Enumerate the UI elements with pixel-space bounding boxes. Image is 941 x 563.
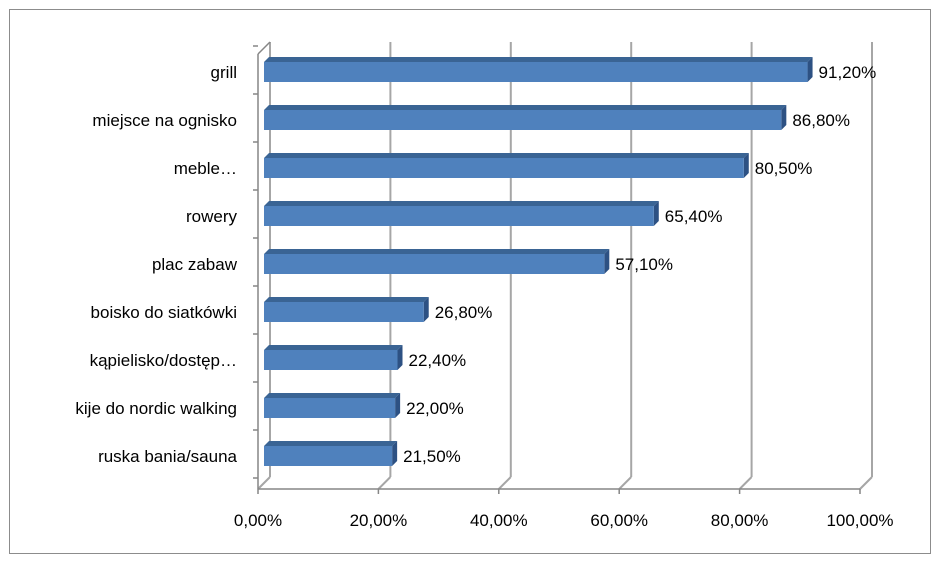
bar-top [264,249,610,254]
gridline-floor [738,476,753,490]
bar [264,350,398,370]
gridline-floor [859,476,873,490]
category-label: grill [211,63,237,82]
gridline-floor [377,476,392,490]
category-label: miejsce na ognisko [92,111,237,130]
bar-side [423,297,429,322]
data-label: 22,40% [409,351,467,370]
bar [264,206,654,226]
x-tick-label: 20,00% [350,511,408,530]
bar [264,302,424,322]
data-label: 57,10% [615,255,673,274]
category-label: plac zabaw [152,255,238,274]
bar-top [264,393,401,398]
bar-top [264,57,813,62]
bar-top [264,201,659,206]
data-label: 26,80% [435,303,493,322]
data-label: 22,00% [406,399,464,418]
category-label: kije do nordic walking [75,399,237,418]
bar [264,158,744,178]
bar-top [264,153,749,158]
data-label: 91,20% [819,63,877,82]
category-label: rowery [186,207,238,226]
y-axis-top [257,41,271,55]
category-label: meble… [174,159,237,178]
data-label: 80,50% [755,159,813,178]
bar-side [781,105,787,130]
category-label: boisko do siatkówki [91,303,237,322]
bar-side [395,393,401,418]
data-label: 65,40% [665,207,723,226]
bar-side [807,57,813,82]
x-tick-label: 60,00% [590,511,648,530]
gridline-floor [257,476,271,490]
x-tick-label: 80,00% [711,511,769,530]
bar-side [604,249,610,274]
bar [264,398,396,418]
bar-top [264,441,398,446]
bar-side [743,153,749,178]
chart-frame [9,9,931,554]
data-label: 21,50% [403,447,461,466]
bar-top [264,345,403,350]
category-label: kąpielisko/dostęp… [90,351,237,370]
x-tick-label: 40,00% [470,511,528,530]
x-tick-label: 0,00% [234,511,282,530]
gridline-floor [618,476,632,490]
bar [264,62,808,82]
bar-top [264,105,787,110]
bar-top [264,297,429,302]
x-tick-label: 100,00% [826,511,893,530]
bar [264,110,782,130]
category-label: ruska bania/sauna [98,447,237,466]
gridline-floor [498,476,512,490]
bar-side [397,345,403,370]
bar [264,254,605,274]
data-label: 86,80% [792,111,850,130]
bar-side [653,201,659,226]
bar [264,446,393,466]
bar-side [392,441,398,466]
